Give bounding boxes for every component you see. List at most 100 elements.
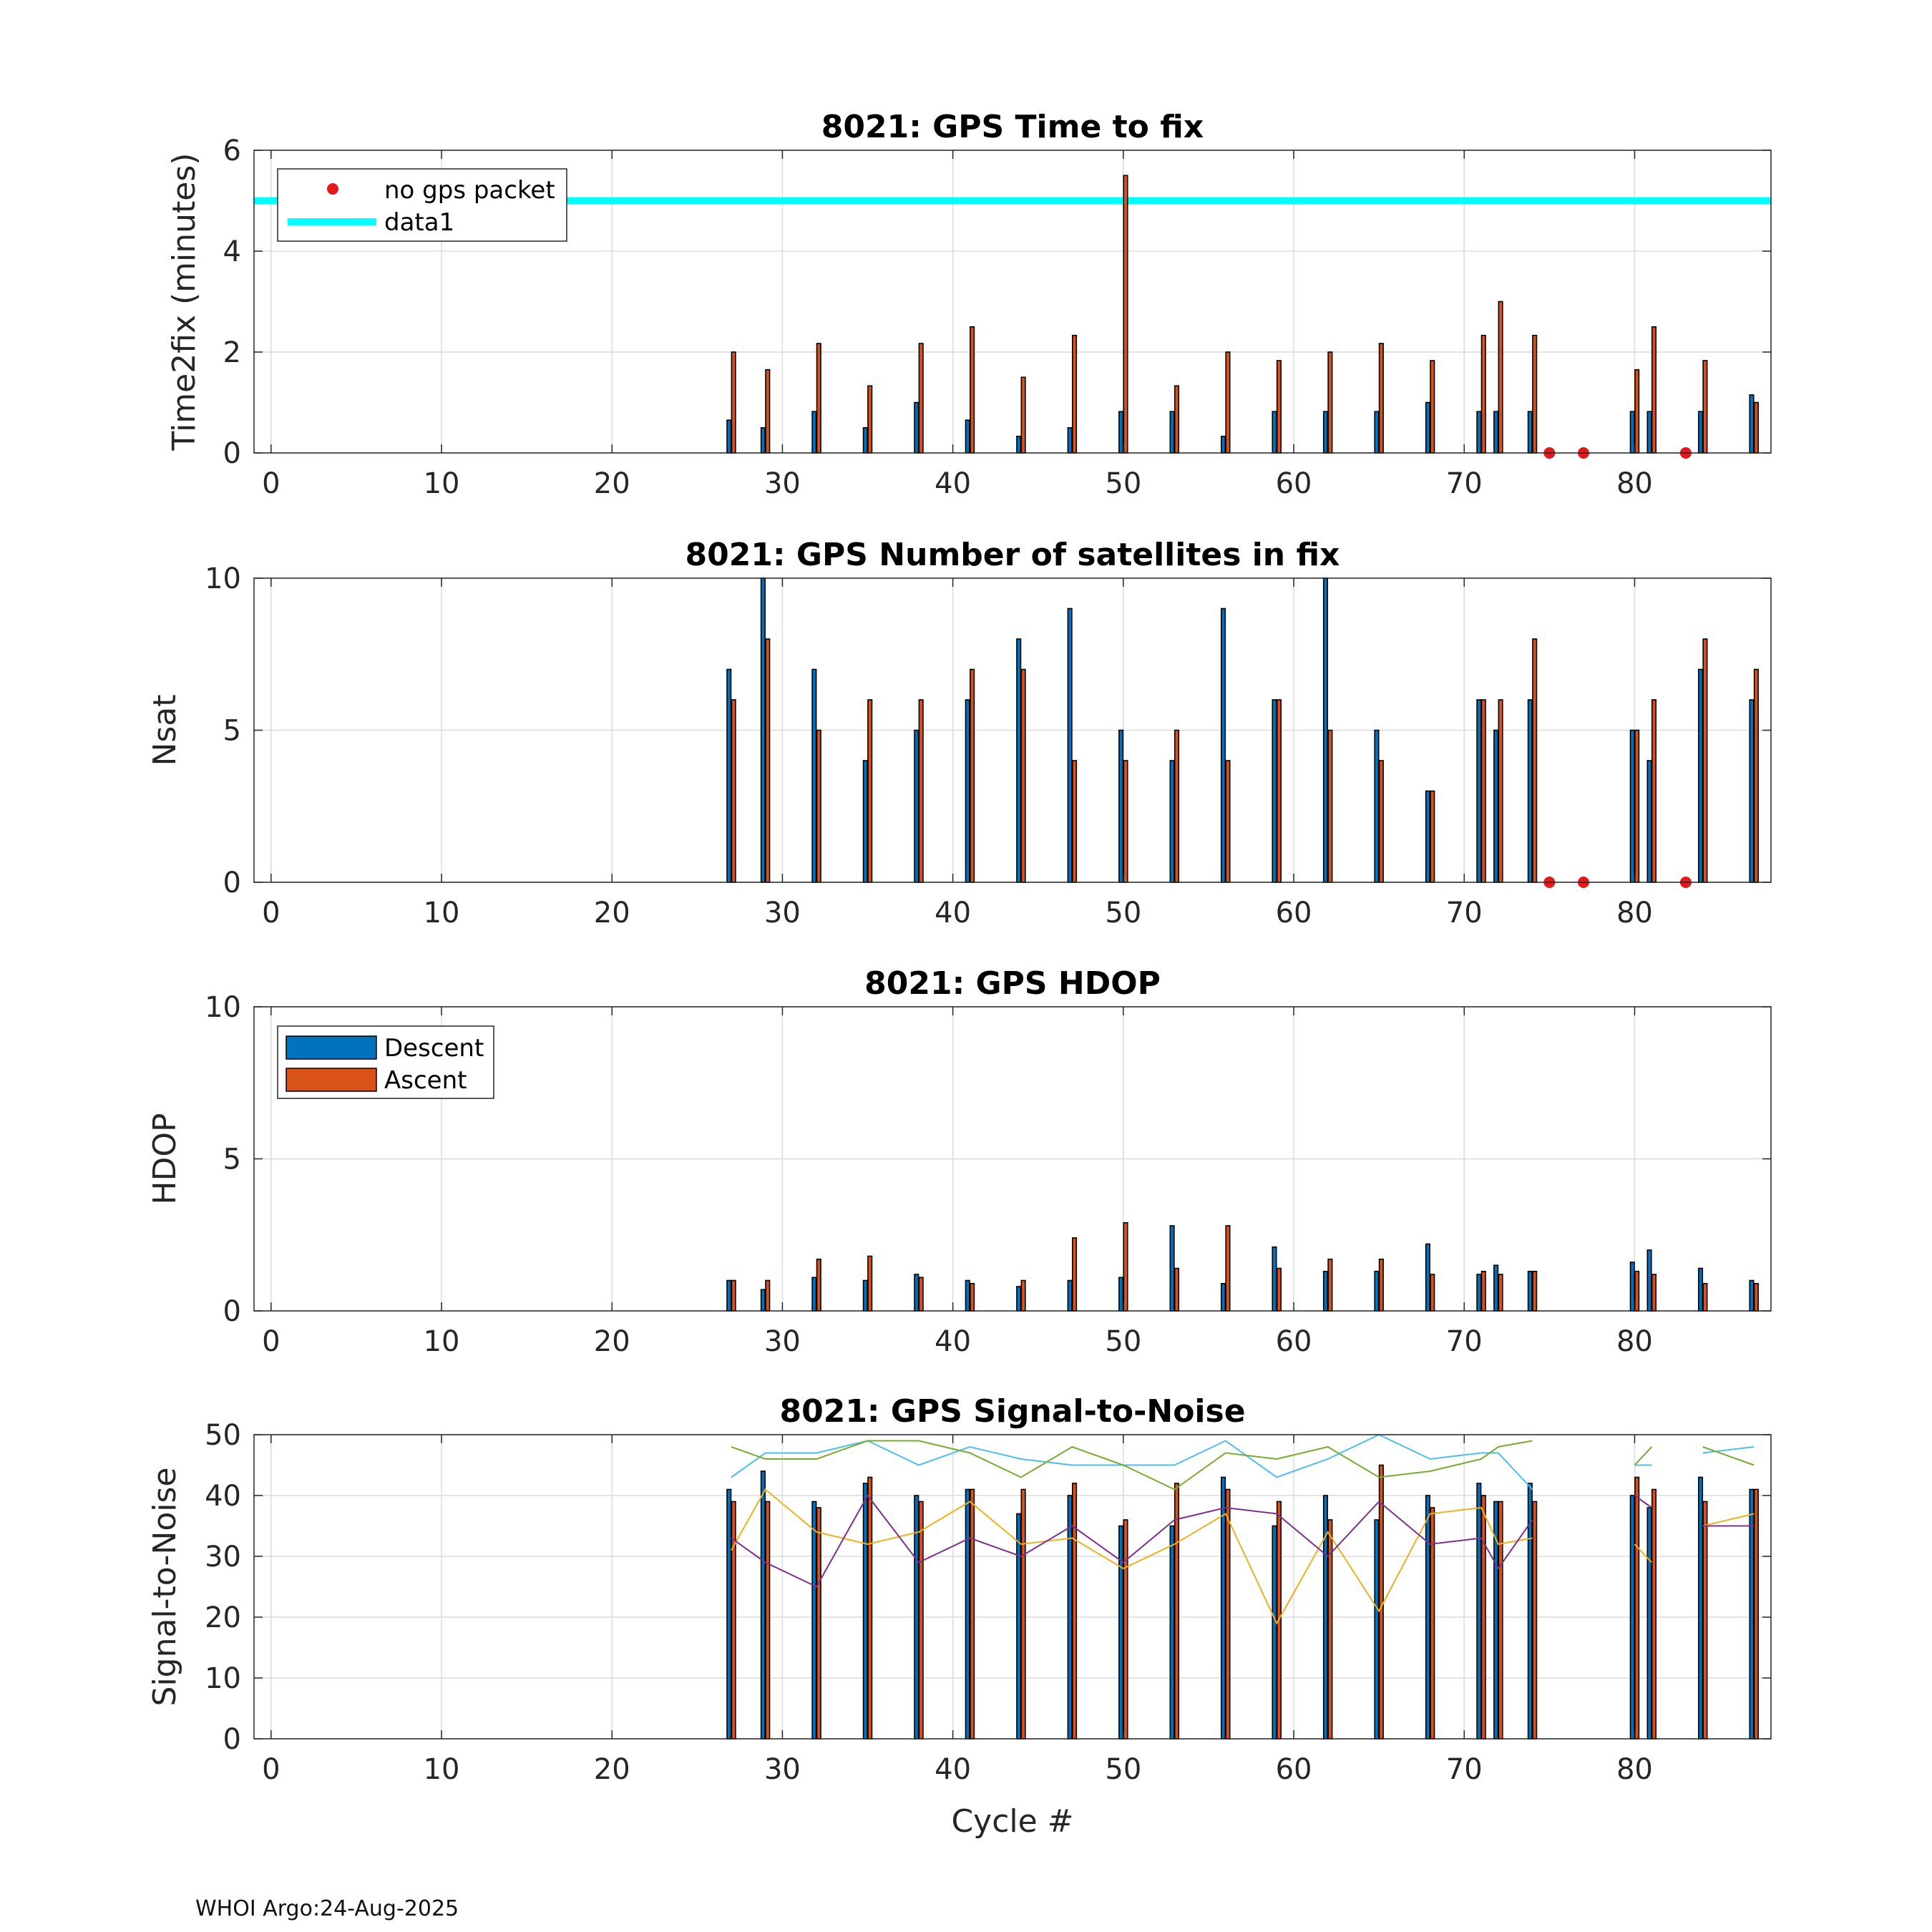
- bar-ascent-cycle-29: [765, 1501, 771, 1740]
- legend-descent-ascent: Descent Ascent: [277, 1025, 494, 1099]
- x-tick-label: 30: [764, 1753, 801, 1786]
- bar-descent-cycle-62: [1322, 577, 1329, 883]
- bar-ascent-cycle-29: [765, 1279, 771, 1312]
- bar-descent-cycle-80: [1629, 411, 1635, 454]
- x-tick-label: 50: [1105, 897, 1141, 930]
- bar-ascent-cycle-65: [1378, 1258, 1384, 1312]
- x-tick-label: 50: [1105, 1753, 1141, 1786]
- bar-descent-cycle-53: [1169, 1525, 1175, 1740]
- x-tick-label: 40: [935, 897, 971, 930]
- x-tick-label: 10: [424, 1325, 460, 1358]
- panel-1: 0 10 20 30 40 50 60 70 80 0 2 4 6 8021: GPS Time to f…: [166, 109, 1772, 500]
- bar-descent-cycle-81: [1646, 1249, 1652, 1312]
- bar-descent-cycle-50: [1118, 1277, 1124, 1312]
- y-tick-label: 2: [223, 336, 241, 369]
- legend-label-no-gps-packet: no gps packet: [384, 176, 555, 205]
- bar-descent-cycle-32: [811, 668, 817, 883]
- snr-line-2: [1634, 1446, 1652, 1466]
- legend-label-ascent: Ascent: [384, 1066, 467, 1095]
- x-tick-label: 10: [424, 467, 460, 500]
- x-tick-label: 0: [262, 467, 280, 500]
- bar-descent-cycle-50: [1118, 411, 1124, 454]
- bar-descent-cycle-71: [1476, 699, 1482, 883]
- bar-ascent-cycle-68: [1430, 360, 1435, 454]
- x-tick-label: 70: [1446, 1753, 1483, 1786]
- x-tick-label: 50: [1105, 467, 1141, 500]
- x-tick-label: 10: [424, 1753, 460, 1786]
- bar-descent-cycle-50: [1118, 1525, 1124, 1740]
- bar-descent-cycle-32: [811, 411, 817, 454]
- bar-ascent-cycle-59: [1276, 699, 1282, 883]
- bar-descent-cycle-68: [1425, 1495, 1430, 1740]
- x-tick-label: 70: [1446, 1325, 1483, 1358]
- snr-line-2: [1702, 1446, 1755, 1466]
- bar-descent-cycle-32: [811, 1501, 817, 1740]
- bar-descent-cycle-47: [1067, 1495, 1073, 1740]
- bar-ascent-cycle-68: [1430, 1507, 1435, 1740]
- bar-ascent-cycle-47: [1072, 1483, 1078, 1740]
- bar-ascent-cycle-27: [731, 1501, 736, 1740]
- bar-ascent-cycle-32: [816, 1258, 821, 1312]
- x-tick-label: 80: [1616, 1325, 1653, 1358]
- bar-descent-cycle-72: [1493, 1264, 1499, 1312]
- legend-label-data1: data1: [384, 208, 454, 237]
- bar-ascent-cycle-35: [867, 1255, 873, 1312]
- x-tick-label: 20: [594, 897, 630, 930]
- bar-ascent-cycle-74: [1532, 1270, 1538, 1312]
- bar-descent-cycle-87: [1749, 699, 1755, 883]
- bar-descent-cycle-87: [1749, 1279, 1755, 1312]
- snr-line-1: [1702, 1446, 1755, 1454]
- bar-ascent-cycle-87: [1753, 401, 1759, 454]
- bar-ascent-cycle-27: [731, 1279, 736, 1312]
- legend-box: [277, 168, 567, 242]
- bar-ascent-cycle-81: [1651, 326, 1657, 454]
- bar-ascent-cycle-71: [1480, 1270, 1486, 1312]
- bar-ascent-cycle-29: [765, 638, 771, 883]
- bar-descent-cycle-44: [1016, 638, 1022, 883]
- axes-background: [254, 1435, 1771, 1739]
- bar-ascent-cycle-35: [867, 699, 873, 883]
- panel-title: 8021: GPS Signal-to-Noise: [779, 1393, 1245, 1430]
- bar-descent-cycle-41: [965, 419, 970, 454]
- bar-ascent-cycle-35: [867, 385, 873, 454]
- x-tick-label: 60: [1276, 1325, 1312, 1358]
- legend-label-descent: Descent: [384, 1034, 484, 1063]
- panel-2: 0 10 20 30 40 50 60 70 80 0 5 10 8021: GPS Number of…: [147, 537, 1772, 930]
- bar-ascent-cycle-32: [816, 729, 821, 883]
- bar-ascent-cycle-74: [1532, 638, 1538, 883]
- bar-ascent-cycle-74: [1532, 1501, 1538, 1740]
- x-tick-label: 40: [935, 1325, 971, 1358]
- bar-ascent-cycle-65: [1378, 343, 1384, 454]
- y-tick-label: 5: [223, 1143, 241, 1176]
- bar-ascent-cycle-32: [816, 343, 821, 454]
- x-tick-label: 80: [1616, 1753, 1653, 1786]
- bar-ascent-cycle-41: [970, 1488, 975, 1740]
- bar-ascent-cycle-81: [1651, 1274, 1657, 1312]
- bar-descent-cycle-87: [1749, 1488, 1755, 1740]
- bar-descent-cycle-81: [1646, 1507, 1652, 1740]
- bar-descent-cycle-71: [1476, 411, 1482, 454]
- bar-ascent-cycle-87: [1753, 1282, 1759, 1312]
- bar-descent-cycle-41: [965, 699, 970, 883]
- bar-ascent-cycle-81: [1651, 1488, 1657, 1740]
- bar-descent-cycle-56: [1221, 608, 1226, 883]
- legend-swatch-ascent: [286, 1068, 377, 1092]
- bar-ascent-cycle-53: [1174, 1267, 1180, 1312]
- panel-4: 0 10 20 30 40 50 60 70 80 0 10 20 30 40 50 8021: GPS Si…: [147, 1393, 1772, 1840]
- bar-descent-cycle-80: [1629, 1262, 1635, 1312]
- bar-ascent-cycle-56: [1225, 1225, 1231, 1312]
- legend-marker-no-gps-packet: [327, 183, 338, 195]
- bar-descent-cycle-35: [862, 760, 868, 883]
- snr-line-4: [731, 1494, 1533, 1588]
- bar-ascent-cycle-41: [970, 1282, 975, 1312]
- bar-descent-cycle-27: [726, 1488, 732, 1740]
- bar-descent-cycle-81: [1646, 760, 1652, 883]
- bar-ascent-cycle-35: [867, 1476, 873, 1740]
- bar-descent-cycle-80: [1629, 729, 1635, 883]
- y-axis-label: HDOP: [147, 1113, 183, 1204]
- bar-descent-cycle-72: [1493, 411, 1499, 454]
- bar-descent-cycle-47: [1067, 426, 1073, 454]
- bar-ascent-cycle-44: [1020, 1279, 1026, 1312]
- y-tick-label: 0: [223, 1295, 241, 1328]
- y-tick-label: 10: [205, 991, 241, 1024]
